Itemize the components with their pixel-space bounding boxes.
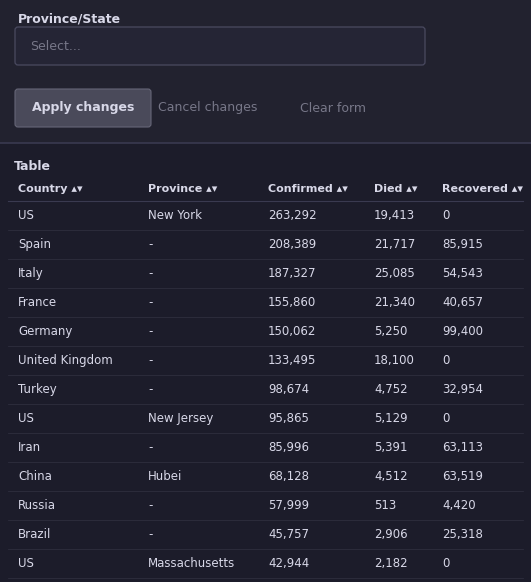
Text: 4,420: 4,420 [442,499,476,512]
Text: Russia: Russia [18,499,56,512]
Text: China: China [18,470,52,483]
Text: 4,752: 4,752 [374,383,408,396]
Text: 150,062: 150,062 [268,325,316,338]
Text: Country ▴▾: Country ▴▾ [18,184,83,194]
Text: 45,757: 45,757 [268,528,309,541]
Text: 25,085: 25,085 [374,267,415,280]
Text: -: - [148,325,152,338]
Text: United Kingdom: United Kingdom [18,354,113,367]
Text: 54,543: 54,543 [442,267,483,280]
Text: 0: 0 [442,412,449,425]
Text: Italy: Italy [18,267,44,280]
Text: Iran: Iran [18,441,41,454]
Text: Died ▴▾: Died ▴▾ [374,184,417,194]
Text: 40,657: 40,657 [442,296,483,309]
Text: -: - [148,296,152,309]
Text: 18,100: 18,100 [374,354,415,367]
Text: US: US [18,412,34,425]
Text: US: US [18,209,34,222]
Text: 99,400: 99,400 [442,325,483,338]
FancyBboxPatch shape [15,27,425,65]
Text: -: - [148,267,152,280]
Text: France: France [18,296,57,309]
Text: 2,182: 2,182 [374,557,408,570]
Text: -: - [148,441,152,454]
Text: 513: 513 [374,499,396,512]
Text: Turkey: Turkey [18,383,57,396]
Text: 155,860: 155,860 [268,296,316,309]
Text: Germany: Germany [18,325,72,338]
Text: Province/State: Province/State [18,12,121,25]
Text: 5,129: 5,129 [374,412,408,425]
Text: 19,413: 19,413 [374,209,415,222]
Text: Select...: Select... [30,40,81,52]
Text: 85,915: 85,915 [442,238,483,251]
Text: Brazil: Brazil [18,528,52,541]
Text: Province ▴▾: Province ▴▾ [148,184,217,194]
Text: Clear form: Clear form [300,101,366,115]
Text: 68,128: 68,128 [268,470,309,483]
Text: -: - [148,354,152,367]
Text: 4,512: 4,512 [374,470,408,483]
Text: -: - [148,383,152,396]
Text: 57,999: 57,999 [268,499,309,512]
Text: 32,954: 32,954 [442,383,483,396]
Text: Massachusetts: Massachusetts [148,557,235,570]
Text: -: - [148,499,152,512]
Text: 21,340: 21,340 [374,296,415,309]
Text: 0: 0 [442,209,449,222]
Text: -: - [148,528,152,541]
Text: Confirmed ▴▾: Confirmed ▴▾ [268,184,348,194]
Text: -: - [148,238,152,251]
FancyBboxPatch shape [15,89,151,127]
Text: 63,519: 63,519 [442,470,483,483]
Text: 95,865: 95,865 [268,412,309,425]
Text: 0: 0 [442,557,449,570]
Text: 2,906: 2,906 [374,528,408,541]
Text: 0: 0 [442,354,449,367]
Text: 21,717: 21,717 [374,238,415,251]
Text: Cancel changes: Cancel changes [158,101,258,115]
Text: 133,495: 133,495 [268,354,316,367]
Text: 98,674: 98,674 [268,383,309,396]
Text: 42,944: 42,944 [268,557,309,570]
Text: Spain: Spain [18,238,51,251]
Text: 208,389: 208,389 [268,238,316,251]
Bar [0,0,531,143]
Text: Table: Table [14,160,51,173]
Text: 85,996: 85,996 [268,441,309,454]
Text: 263,292: 263,292 [268,209,316,222]
Text: New York: New York [148,209,202,222]
Text: US: US [18,557,34,570]
Text: New Jersey: New Jersey [148,412,213,425]
Text: 5,391: 5,391 [374,441,407,454]
Text: Apply changes: Apply changes [32,101,134,115]
Text: 63,113: 63,113 [442,441,483,454]
Text: 187,327: 187,327 [268,267,316,280]
Text: Recovered ▴▾: Recovered ▴▾ [442,184,523,194]
Text: 25,318: 25,318 [442,528,483,541]
Text: 5,250: 5,250 [374,325,407,338]
Text: Hubei: Hubei [148,470,182,483]
